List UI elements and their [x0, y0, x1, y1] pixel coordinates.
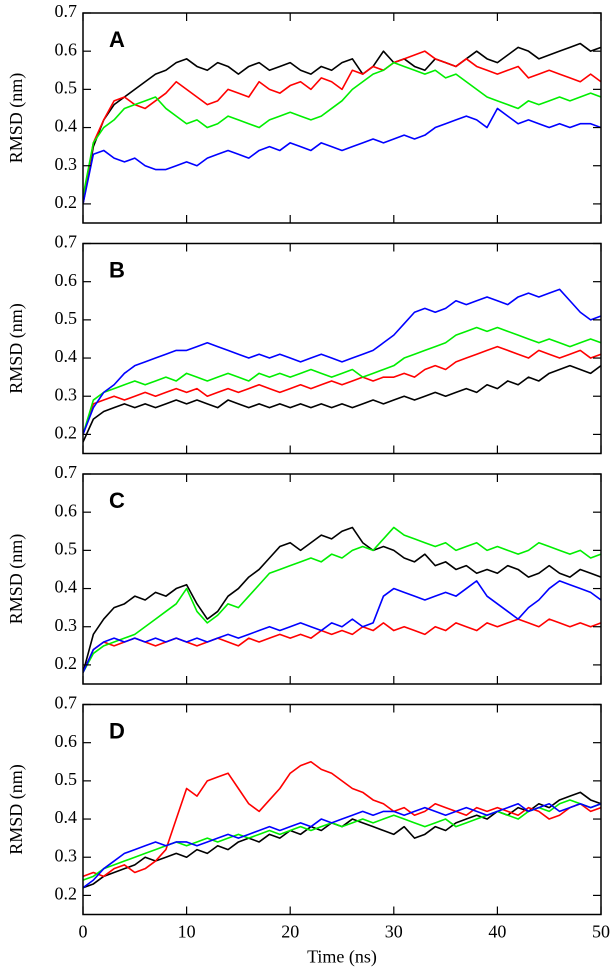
y-axis-label: RMSD (nm)	[6, 764, 27, 855]
y-axis-label: RMSD (nm)	[6, 303, 27, 394]
y-tick-label: 0.2	[55, 423, 78, 443]
panel-label: A	[109, 27, 125, 52]
series-line	[83, 50, 601, 205]
x-tick-label: 10	[178, 922, 196, 942]
y-tick-label: 0.3	[55, 384, 78, 404]
y-tick-label: 0.3	[55, 845, 78, 865]
plot-area	[83, 42, 601, 205]
panel-label: C	[109, 488, 125, 513]
y-tick-label: 0.3	[55, 615, 78, 635]
plot-area	[83, 526, 601, 673]
series-line	[83, 580, 601, 673]
y-axis-label: RMSD (nm)	[6, 534, 27, 625]
panel-label: B	[109, 257, 125, 282]
y-tick-label: 0.4	[55, 116, 78, 136]
series-line	[83, 526, 601, 673]
frame	[82, 703, 602, 916]
y-tick-label: 0.7	[55, 232, 78, 252]
y-tick-label: 0.6	[55, 39, 78, 59]
y-tick-label: 0.5	[55, 538, 78, 558]
series-line	[83, 345, 601, 435]
frame	[82, 12, 602, 224]
y-tick-label: 0.4	[55, 807, 78, 827]
y-tick-label: 0.5	[55, 308, 78, 328]
y-tick-label: 0.5	[55, 77, 78, 97]
plot-area	[83, 760, 601, 889]
y-tick-label: 0.7	[55, 1, 78, 21]
y-tick-label: 0.6	[55, 500, 78, 520]
series-line	[83, 526, 601, 673]
x-tick-label: 40	[488, 922, 506, 942]
series-line	[83, 326, 601, 435]
x-tick-label: 30	[385, 922, 403, 942]
panel-label: D	[109, 718, 125, 743]
x-tick-label: 20	[281, 922, 299, 942]
y-tick-label: 0.2	[55, 653, 78, 673]
y-tick-label: 0.5	[55, 769, 78, 789]
y-tick-label: 0.7	[55, 462, 78, 482]
y-tick-label: 0.6	[55, 731, 78, 751]
series-line	[83, 107, 601, 205]
series-line	[83, 61, 601, 197]
y-tick-label: 0.2	[55, 884, 78, 904]
series-line	[83, 42, 601, 205]
y-tick-label: 0.7	[55, 693, 78, 713]
series-line	[83, 288, 601, 435]
frame	[82, 242, 602, 455]
y-tick-label: 0.4	[55, 346, 78, 366]
y-tick-label: 0.3	[55, 154, 78, 174]
series-line	[83, 802, 601, 889]
x-tick-label: 50	[592, 922, 610, 942]
plot-area	[83, 288, 601, 443]
x-tick-label: 0	[79, 922, 88, 942]
frame	[82, 473, 602, 685]
y-tick-label: 0.6	[55, 270, 78, 290]
y-tick-label: 0.2	[55, 192, 78, 212]
y-tick-label: 0.4	[55, 577, 78, 597]
x-axis-label: Time (ns)	[307, 947, 377, 968]
series-line	[83, 364, 601, 443]
y-axis-label: RMSD (nm)	[6, 73, 27, 164]
series-line	[83, 760, 601, 878]
